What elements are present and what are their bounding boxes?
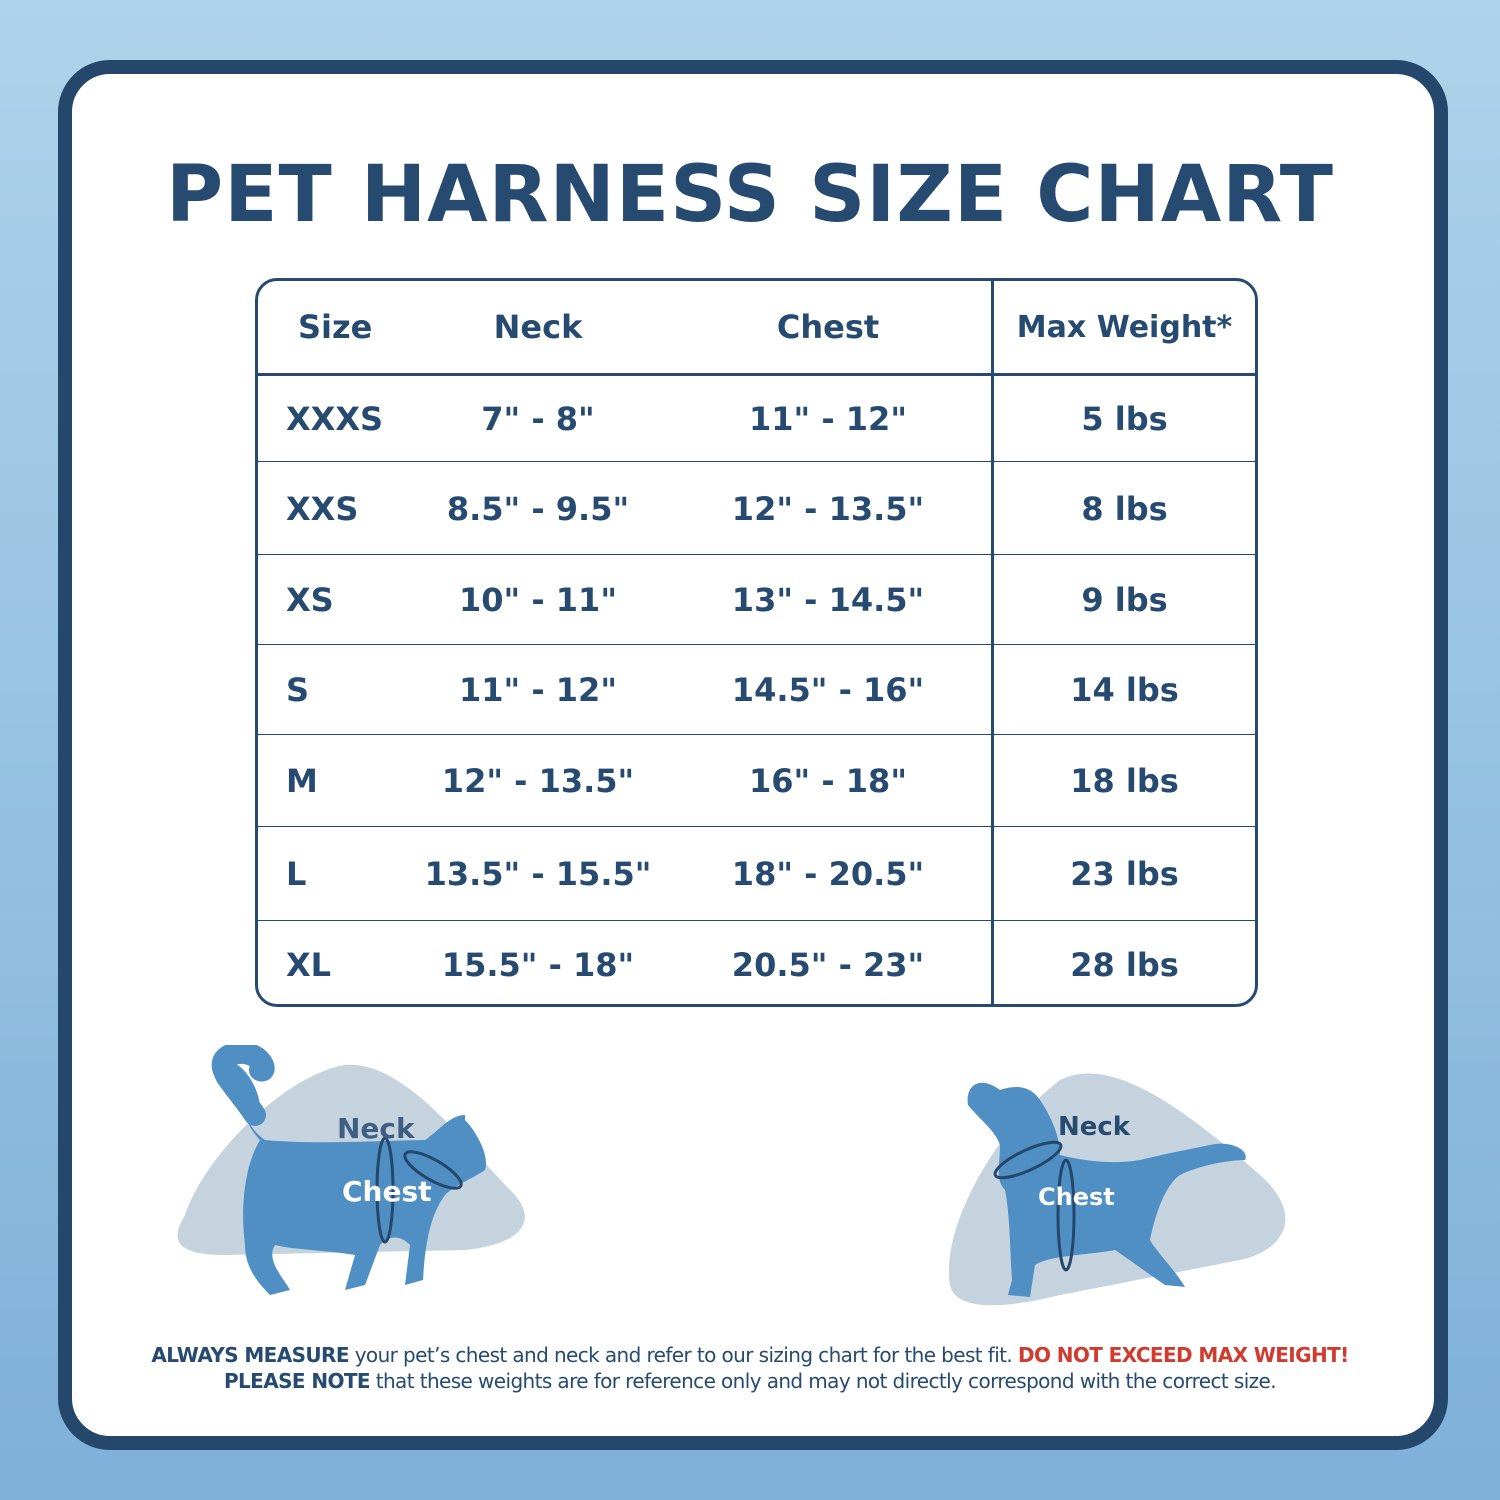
table-row: XXXS 7" - 8" 11" - 12" 5 lbs (258, 376, 1255, 461)
cat-chest-label: Chest (342, 1175, 432, 1208)
neck-cell: 8.5" - 9.5" (446, 489, 630, 528)
header-divider (258, 373, 1255, 376)
chest-cell: 16" - 18" (749, 762, 907, 800)
header-size: Size (298, 308, 373, 346)
table-row: XS 10" - 11" 13" - 14.5" 9 lbs (258, 554, 1255, 645)
please-note-label: PLEASE NOTE (223, 1369, 371, 1393)
neck-cell: 15.5" - 18" (441, 945, 635, 984)
cat-silhouette (214, 1059, 486, 1295)
max-weight-cell: 28 lbs (1070, 945, 1179, 984)
dog-silhouette (967, 1082, 1246, 1297)
size-cell: XS (286, 581, 334, 619)
page-title: PET HARNESS SIZE CHART (166, 150, 1334, 240)
chest-cell: 12" - 13.5" (731, 489, 925, 528)
neck-cell: 11" - 12" (459, 671, 617, 709)
size-cell: XXS (286, 489, 359, 528)
neck-measure-line (403, 1150, 463, 1190)
table-row: L 13.5" - 15.5" 18" - 20.5" 23 lbs (258, 826, 1255, 921)
footer-line-1: ALWAYS MEASURE your pet’s chest and neck… (0, 1343, 1500, 1367)
chest-cell: 20.5" - 23" (731, 945, 925, 984)
header-neck: Neck (493, 308, 583, 346)
chest-cell: 13" - 14.5" (731, 581, 925, 619)
neck-cell: 12" - 13.5" (441, 762, 635, 800)
max-weight-cell: 5 lbs (1081, 399, 1168, 438)
chest-cell: 14.5" - 16" (731, 671, 925, 709)
max-weight-cell: 14 lbs (1070, 671, 1179, 709)
dog-chest-label: Chest (1038, 1183, 1115, 1211)
always-measure-label: ALWAYS MEASURE (151, 1343, 349, 1367)
chest-measure-line (1056, 1158, 1076, 1272)
header-chest: Chest (776, 308, 880, 346)
max-weight-cell: 23 lbs (1070, 855, 1179, 893)
header-max-weight: Max Weight* (1016, 309, 1233, 345)
dog-neck-label: Neck (1058, 1112, 1131, 1142)
cat-illustration: Neck Chest (177, 1045, 525, 1295)
table-row: S 11" - 12" 14.5" - 16" 14 lbs (258, 644, 1255, 735)
cat-neck-label: Neck (337, 1112, 416, 1145)
table-header-row: Size Neck Chest Max Weight* (258, 281, 1255, 373)
size-cell: XXXS (286, 399, 384, 438)
size-table: Size Neck Chest Max Weight* XXXS 7" - 8" 1… (255, 278, 1258, 1007)
table-row: M 12" - 13.5" 16" - 18" 18 lbs (258, 734, 1255, 827)
max-weight-cell: 18 lbs (1070, 762, 1179, 800)
size-cell: L (286, 855, 307, 893)
chest-cell: 18" - 20.5" (731, 855, 925, 893)
table-row: XXS 8.5" - 9.5" 12" - 13.5" 8 lbs (258, 461, 1255, 555)
footer-line-2: PLEASE NOTE that these weights are for r… (0, 1369, 1500, 1393)
measure-instruction: your pet’s chest and neck and refer to o… (348, 1343, 1018, 1367)
weight-disclaimer: that these weights are for reference onl… (369, 1369, 1277, 1393)
dog-illustration: Neck Chest (948, 1073, 1286, 1306)
max-weight-cell: 9 lbs (1081, 581, 1168, 619)
neck-cell: 13.5" - 15.5" (424, 855, 652, 893)
table-row: XL 15.5" - 18" 20.5" - 23" 28 lbs (258, 920, 1255, 1008)
size-cell: XL (286, 945, 332, 984)
neck-measure-line (993, 1140, 1063, 1180)
chest-cell: 11" - 12" (749, 399, 907, 438)
neck-cell: 10" - 11" (459, 581, 617, 619)
column-divider (991, 281, 994, 1004)
size-cell: M (286, 762, 318, 800)
max-weight-cell: 8 lbs (1081, 489, 1168, 528)
chest-measure-line (375, 1136, 395, 1244)
weight-warning: DO NOT EXCEED MAX WEIGHT! (1017, 1343, 1349, 1367)
size-cell: S (286, 671, 310, 709)
neck-cell: 7" - 8" (481, 399, 595, 438)
